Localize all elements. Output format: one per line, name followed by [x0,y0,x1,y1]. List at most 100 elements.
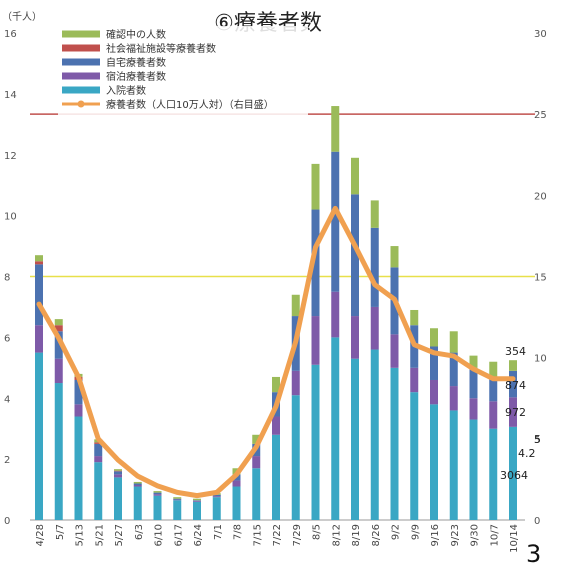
line-point [412,342,417,347]
x-tick-label: 5/7 [55,524,66,540]
bar-segment [311,163,320,210]
y-tick-label: 6 [4,333,10,344]
legend-swatch [62,30,100,38]
line-point [76,374,81,380]
bar-segment [232,480,241,487]
legend-swatch [62,86,100,94]
x-tick-label: 5/27 [114,524,125,546]
bar-segment [212,494,221,497]
bar-segment [133,484,142,487]
bar-segment [133,483,142,485]
y-tick-label: 0 [4,516,10,527]
bar-segment [469,355,478,368]
bar-segment [430,404,438,520]
y-tick-label: 14 [4,90,17,101]
bar-segment [351,358,359,520]
bar-segment [133,486,142,520]
line-point [273,404,279,409]
bar-segment [449,386,458,411]
data-annotation: 874 [505,379,526,392]
line-point [392,297,397,302]
legend-label: 宿泊療養者数 [106,70,166,83]
bar-segment [509,370,517,398]
line-point [56,335,61,341]
bar-segment [410,392,419,520]
y2-tick-label: 0 [534,516,540,527]
bar-segment [114,471,122,475]
bar-segment [54,358,63,384]
x-tick-label: 7/1 [213,524,224,540]
bar-segment [351,194,359,317]
bar-segment [35,264,43,326]
bar-segment [311,316,320,365]
bar-segment [133,481,142,484]
bar-segment [272,376,280,393]
bar-segment [331,106,340,152]
bar-segment [153,492,162,495]
bar-segment [291,294,300,317]
legend-label: 入院者数 [106,84,146,97]
data-annotation: 5 [534,433,541,446]
legend-label: 自宅療養者数 [106,56,166,69]
y-tick-label: 8 [4,273,10,284]
x-tick-label: 9/23 [450,524,461,546]
bar-segment [410,367,419,393]
bar-segment [94,456,103,463]
bar-segment [370,306,379,350]
bar-segment [351,157,359,195]
bar-segment [54,331,63,359]
bar-segment [35,325,43,353]
line-point [135,473,140,479]
x-tick-label: 9/30 [470,524,481,546]
bar-segment [509,397,517,427]
x-tick-label: 5/13 [75,524,86,546]
bar-segment [153,491,162,493]
bar-segment [390,246,399,268]
bar-segment [173,500,182,520]
legend-label: 確認中の人数 [106,28,166,41]
line-point [510,376,516,381]
bar-segment [114,470,122,472]
bar-segment [272,434,280,520]
line-point [313,245,318,250]
bar-segment [94,443,103,457]
x-tick-label: 8/19 [351,524,362,546]
line-point [254,444,259,450]
x-tick-label: 7/8 [233,524,244,540]
bar-segment [252,456,261,469]
x-tick-label: 6/17 [173,524,184,546]
bar-segment [311,209,320,317]
x-tick-label: 9/9 [410,524,421,540]
x-tick-label: 7/22 [272,524,283,546]
x-tick-label: 10/7 [489,524,500,546]
line-point [333,206,338,211]
bar-segment [35,352,43,520]
y2-tick-label: 30 [534,29,547,40]
y-tick-label: 12 [4,151,17,162]
x-tick-label: 6/3 [134,524,145,540]
bar-segment [74,404,83,417]
bar-segment [331,291,340,338]
bar-segment [331,151,340,292]
x-tick-label: 7/15 [252,524,263,546]
bar-segment [489,428,498,520]
data-annotation: 972 [505,406,526,419]
bar-segment [35,261,43,265]
bar-segment [74,379,83,405]
y2-tick-label: 20 [534,191,547,202]
bar-segment [291,370,300,396]
bar-segment [430,379,438,405]
line-point [175,490,180,495]
bar-segment [469,367,478,399]
bar-segment [469,398,478,420]
data-annotation: 354 [505,345,526,358]
x-tick-label: 10/14 [509,524,520,553]
bar-segment [370,349,379,520]
bar-segment [212,497,221,520]
bar-segment [114,469,122,471]
bar-segment [370,227,379,307]
y2-tick-label: 10 [534,354,547,365]
bar-segment [469,419,478,520]
legend-marker [77,100,85,108]
line-point [234,472,239,477]
